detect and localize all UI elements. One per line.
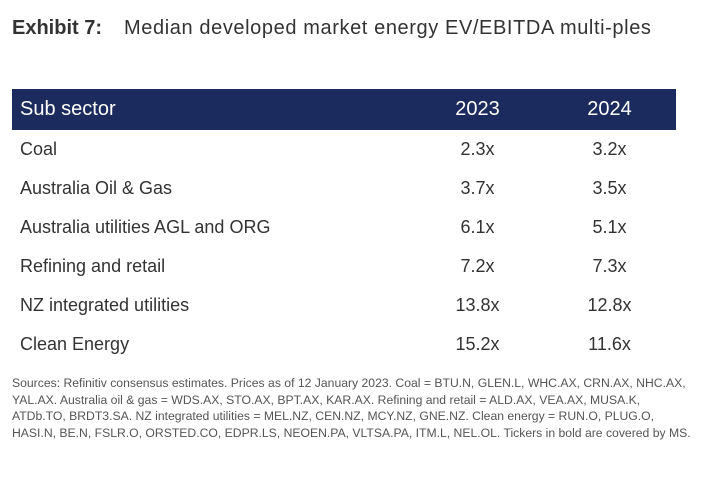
table-row: Coal 2.3x 3.2x	[12, 130, 676, 169]
row-2023-value: 2.3x	[460, 139, 495, 159]
row-2024-value: 5.1x	[592, 217, 627, 237]
exhibit-title: Exhibit 7: Median developed market energy…	[12, 10, 692, 46]
row-sector: Australia Oil & Gas	[20, 178, 173, 198]
exhibit-title-text: Median developed market energy EV/EBITDA…	[124, 17, 652, 39]
header-sub-sector: Sub sector	[12, 89, 412, 130]
header-2024: 2024	[543, 89, 676, 130]
multiples-table: Sub sector 2023 2024 Coal 2.3x 3.2x Aust…	[12, 89, 676, 364]
table-row: Australia Oil & Gas 3.7x 3.5x	[12, 169, 676, 208]
row-2024-value: 7.3x	[592, 256, 627, 276]
row-2023-value: 7.2x	[460, 256, 495, 276]
row-2023-value: 6.1x	[460, 217, 495, 237]
table-row: NZ integrated utilities 13.8x 12.8x	[12, 286, 676, 325]
row-2023-value: 15.2x	[455, 334, 500, 354]
row-sector: Coal	[20, 139, 58, 159]
row-2023-value: 3.7x	[460, 178, 495, 198]
table-row: Australia utilities AGL and ORG 6.1x 5.1…	[12, 208, 676, 247]
table-row: Clean Energy 15.2x 11.6x	[12, 325, 676, 364]
row-sector: Australia utilities AGL and ORG	[20, 217, 271, 237]
row-sector: Clean Energy	[20, 334, 130, 354]
sources-note: Sources: Refinitiv consensus estimates. …	[12, 376, 691, 440]
row-2024-value: 11.6x	[588, 334, 631, 354]
row-2024-value: 12.8x	[587, 295, 632, 315]
row-2024-value: 3.2x	[592, 139, 627, 159]
header-2023: 2023	[412, 89, 543, 130]
row-2023-value: 13.8x	[455, 295, 500, 315]
row-2024-value: 3.5x	[592, 178, 627, 198]
table-header-row: Sub sector 2023 2024	[12, 89, 676, 130]
table-row: Refining and retail 7.2x 7.3x	[12, 247, 676, 286]
row-sector: Refining and retail	[20, 256, 166, 276]
exhibit-label: Exhibit 7:	[12, 17, 103, 39]
row-sector: NZ integrated utilities	[20, 295, 190, 315]
